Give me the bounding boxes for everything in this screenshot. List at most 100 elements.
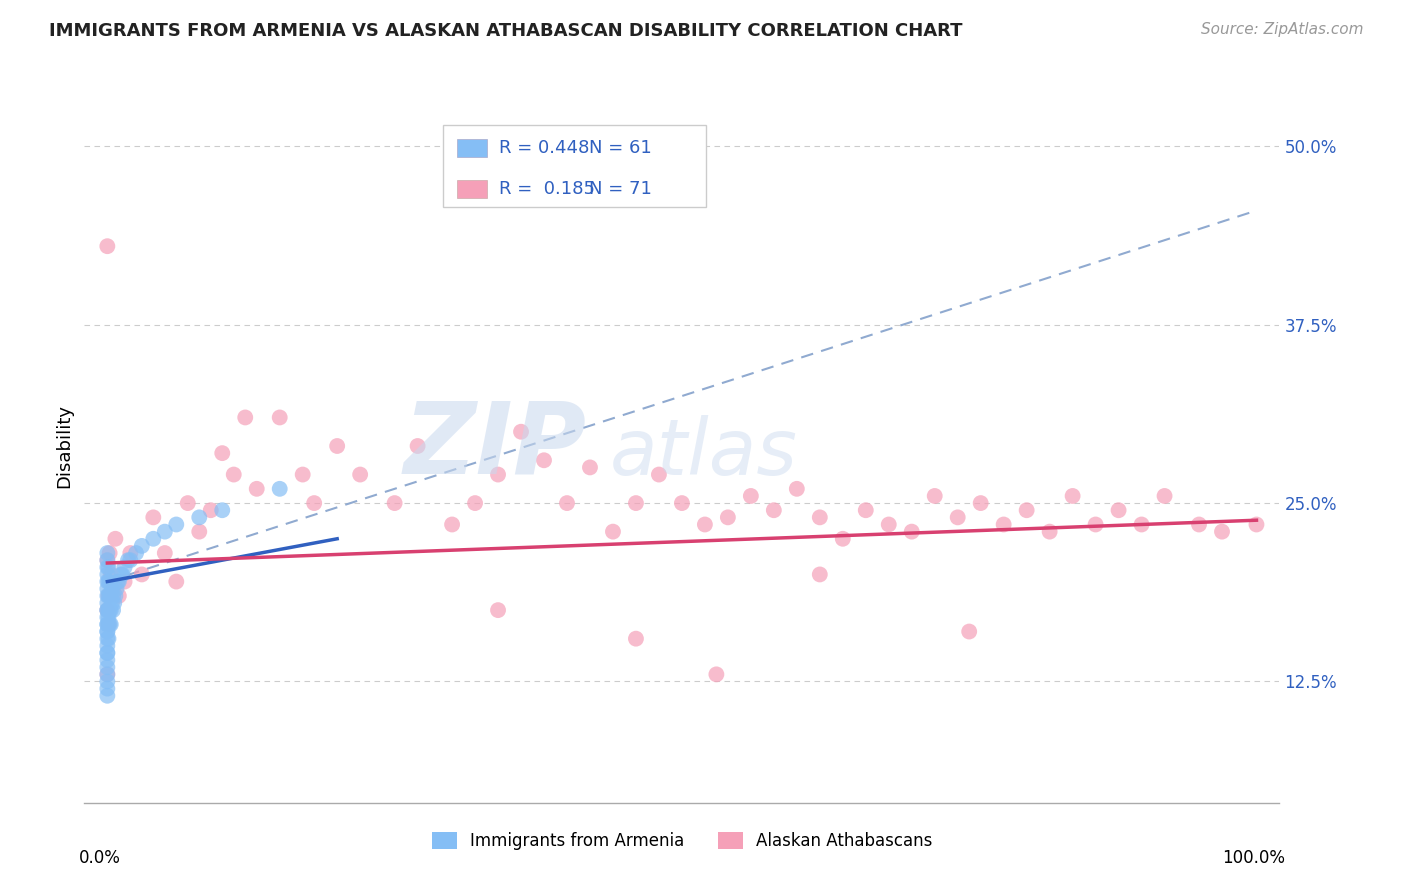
Point <box>740 489 762 503</box>
Text: IMMIGRANTS FROM ARMENIA VS ALASKAN ATHABASCAN DISABILITY CORRELATION CHART: IMMIGRANTS FROM ARMENIA VS ALASKAN ATHAB… <box>49 22 963 40</box>
Point <box>96 667 118 681</box>
Point <box>946 510 969 524</box>
Point <box>384 496 406 510</box>
Point <box>97 603 120 617</box>
Point <box>96 681 118 696</box>
Point <box>555 496 578 510</box>
Point <box>269 410 291 425</box>
Point <box>808 510 831 524</box>
Point <box>131 539 153 553</box>
Point <box>96 596 118 610</box>
Text: N = 71: N = 71 <box>589 180 651 198</box>
Point <box>97 617 120 632</box>
Point <box>96 624 118 639</box>
Point <box>441 517 464 532</box>
Text: 0.0%: 0.0% <box>79 849 121 867</box>
Point <box>101 582 124 596</box>
Text: R =  0.185: R = 0.185 <box>499 180 606 198</box>
Point <box>114 574 136 589</box>
Y-axis label: Disability: Disability <box>55 404 73 488</box>
Point <box>96 574 118 589</box>
Point <box>96 589 118 603</box>
Point <box>100 589 122 603</box>
Point <box>188 524 211 539</box>
Point <box>96 632 118 646</box>
Point <box>1246 517 1268 532</box>
Point <box>98 617 121 632</box>
Point <box>120 546 142 560</box>
Point <box>96 239 118 253</box>
Point <box>105 582 128 596</box>
Point <box>142 532 165 546</box>
Point <box>96 603 118 617</box>
Point <box>510 425 533 439</box>
Point <box>291 467 314 482</box>
Point <box>98 589 121 603</box>
Point <box>96 582 118 596</box>
Point <box>1130 517 1153 532</box>
Point <box>96 603 118 617</box>
Point <box>96 646 118 660</box>
Text: ZIP: ZIP <box>404 398 586 494</box>
Point <box>96 617 118 632</box>
Point <box>486 467 509 482</box>
Point <box>96 624 118 639</box>
Point <box>970 496 993 510</box>
Text: R = 0.448: R = 0.448 <box>499 139 600 157</box>
Point <box>96 610 118 624</box>
Point <box>1108 503 1130 517</box>
Point <box>96 553 118 567</box>
FancyBboxPatch shape <box>457 139 486 157</box>
Point <box>97 574 120 589</box>
Point <box>1188 517 1211 532</box>
Legend: Immigrants from Armenia, Alaskan Athabascans: Immigrants from Armenia, Alaskan Athabas… <box>423 824 941 859</box>
Text: Source: ZipAtlas.com: Source: ZipAtlas.com <box>1201 22 1364 37</box>
Point <box>153 524 176 539</box>
Point <box>831 532 853 546</box>
Point <box>98 546 121 560</box>
Point <box>100 603 122 617</box>
Point <box>117 553 139 567</box>
Point <box>97 560 120 574</box>
Point <box>188 510 211 524</box>
Point <box>877 517 900 532</box>
Point <box>96 646 118 660</box>
Point <box>96 546 118 560</box>
Point <box>96 617 118 632</box>
Point <box>648 467 671 482</box>
Point <box>464 496 486 510</box>
Point <box>269 482 291 496</box>
FancyBboxPatch shape <box>443 125 706 207</box>
Point <box>101 596 124 610</box>
Point <box>349 467 371 482</box>
Point <box>855 503 877 517</box>
Point <box>165 574 187 589</box>
Point <box>1211 524 1233 539</box>
Point <box>96 660 118 674</box>
Point <box>108 589 131 603</box>
Point <box>110 567 132 582</box>
Point <box>100 617 122 632</box>
Point <box>96 667 118 681</box>
Point <box>246 482 269 496</box>
Point <box>671 496 693 510</box>
Point <box>177 496 200 510</box>
Point <box>114 560 136 574</box>
Point <box>98 574 121 589</box>
Point <box>101 589 124 603</box>
Text: N = 61: N = 61 <box>589 139 651 157</box>
Point <box>101 603 124 617</box>
Point <box>1084 517 1107 532</box>
Point <box>96 553 118 567</box>
Point <box>131 567 153 582</box>
FancyBboxPatch shape <box>457 180 486 198</box>
Point <box>211 446 233 460</box>
Point <box>706 667 728 681</box>
Point <box>1062 489 1084 503</box>
Point <box>222 467 245 482</box>
Point <box>624 632 647 646</box>
Point <box>1015 503 1038 517</box>
Point <box>98 603 121 617</box>
Point <box>120 553 142 567</box>
Point <box>326 439 349 453</box>
